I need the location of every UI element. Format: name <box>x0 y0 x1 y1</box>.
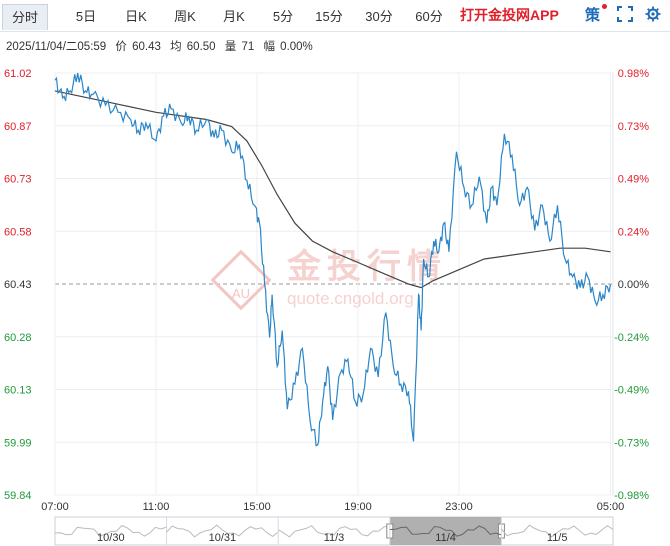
change-value: 0.00% <box>280 41 313 53</box>
y-tick-label: 61.02 <box>4 68 32 80</box>
navigator-date-label[interactable]: 10/30 <box>97 532 125 544</box>
x-tick-label: 19:00 <box>344 501 372 513</box>
y-tick-label: 60.13 <box>4 385 32 397</box>
x-tick-label: 23:00 <box>445 501 473 513</box>
y-tick-label: 60.58 <box>4 226 32 238</box>
x-tick-label: 05:00 <box>597 501 625 513</box>
y-tick-label: 59.84 <box>4 490 32 502</box>
navigator-sparkline <box>501 524 614 538</box>
pct-tick-label: -0.24% <box>614 332 649 344</box>
tab-60-min[interactable]: 60分 <box>415 9 443 24</box>
price-line <box>54 72 612 447</box>
pct-tick-label: -0.73% <box>614 437 649 449</box>
watermark-title: 金投行情 <box>286 247 447 286</box>
navigator-selection[interactable] <box>389 517 502 545</box>
watermark-logo-text: AU <box>232 286 250 301</box>
tab-15-min[interactable]: 15分 <box>315 9 343 24</box>
tab-5-min[interactable]: 5分 <box>272 9 294 24</box>
navigator-date-label[interactable]: 10/31 <box>209 532 237 544</box>
navigator-date-label[interactable]: 11/3 <box>324 532 345 544</box>
quote-datetime: 2025/11/04/二05:59 <box>6 41 107 53</box>
average-label: 均 <box>170 41 182 53</box>
pct-tick-label: 0.24% <box>618 226 649 238</box>
y-tick-label: 60.87 <box>4 121 32 133</box>
x-tick-label: 11:00 <box>143 501 170 513</box>
tab-5-day[interactable]: 5日 <box>75 9 97 24</box>
chart-toolbar: 分时 5日 日K 周K 月K 5分 15分 30分 60分 打开金投网APP 策 <box>0 0 670 32</box>
volume-label: 量 <box>224 41 237 53</box>
y-tick-label: 60.43 <box>4 279 32 291</box>
pct-tick-label: 0.49% <box>618 174 649 186</box>
date-navigator[interactable]: 10/30 10/31 11/3 11/4 11/5 <box>54 516 614 546</box>
average-value: 60.50 <box>186 41 216 53</box>
navigator-sparkline <box>166 524 279 538</box>
navigator-frame <box>54 516 614 546</box>
watermark: AU 金投行情 quote.cngold.org <box>210 247 447 311</box>
tab-weekly-k[interactable]: 周K <box>174 9 196 24</box>
toolbar-divider <box>0 31 670 32</box>
volume-value: 71 <box>241 41 255 53</box>
y-tick-label: 60.73 <box>4 174 32 186</box>
x-tick-label: 07:00 <box>41 501 69 513</box>
gear-icon[interactable] <box>645 6 661 22</box>
y-tick-label: 60.28 <box>4 332 32 344</box>
navigator-sparkline <box>277 525 390 538</box>
y-tick-label: 59.99 <box>4 437 32 449</box>
navigator-sparkline <box>54 524 167 537</box>
tab-intraday[interactable]: 分时 <box>2 4 48 30</box>
navigator-date-label[interactable]: 11/4 <box>435 532 456 544</box>
pct-tick-label: -0.98% <box>614 490 649 502</box>
tab-daily-k[interactable]: 日K <box>125 9 147 24</box>
notification-dot <box>602 4 607 9</box>
price-label: 价 <box>115 41 127 53</box>
average-price-line <box>54 90 611 289</box>
fullscreen-icon[interactable] <box>617 6 633 22</box>
quote-info-line: 2025/11/04/二05:59 价 60.43 均 60.50 量 71 幅… <box>6 38 319 54</box>
navigator-sparkline <box>389 525 502 537</box>
au-logo-icon <box>210 249 272 311</box>
open-app-link[interactable]: 打开金投网APP <box>460 7 559 23</box>
strategy-button[interactable]: 策 <box>585 7 601 24</box>
change-label: 幅 <box>263 41 275 53</box>
price-value: 60.43 <box>132 41 161 53</box>
x-tick-label: 15:00 <box>243 501 271 513</box>
watermark-url: quote.cngold.org <box>287 289 414 308</box>
pct-tick-label: 0.00% <box>618 279 649 291</box>
pct-tick-label: -0.49% <box>614 385 649 397</box>
tab-monthly-k[interactable]: 月K <box>223 9 245 24</box>
pct-tick-label: 0.73% <box>618 121 649 133</box>
navigator-date-label[interactable]: 11/5 <box>547 532 568 544</box>
tab-30-min[interactable]: 30分 <box>365 9 393 24</box>
pct-tick-label: 0.98% <box>618 68 649 80</box>
